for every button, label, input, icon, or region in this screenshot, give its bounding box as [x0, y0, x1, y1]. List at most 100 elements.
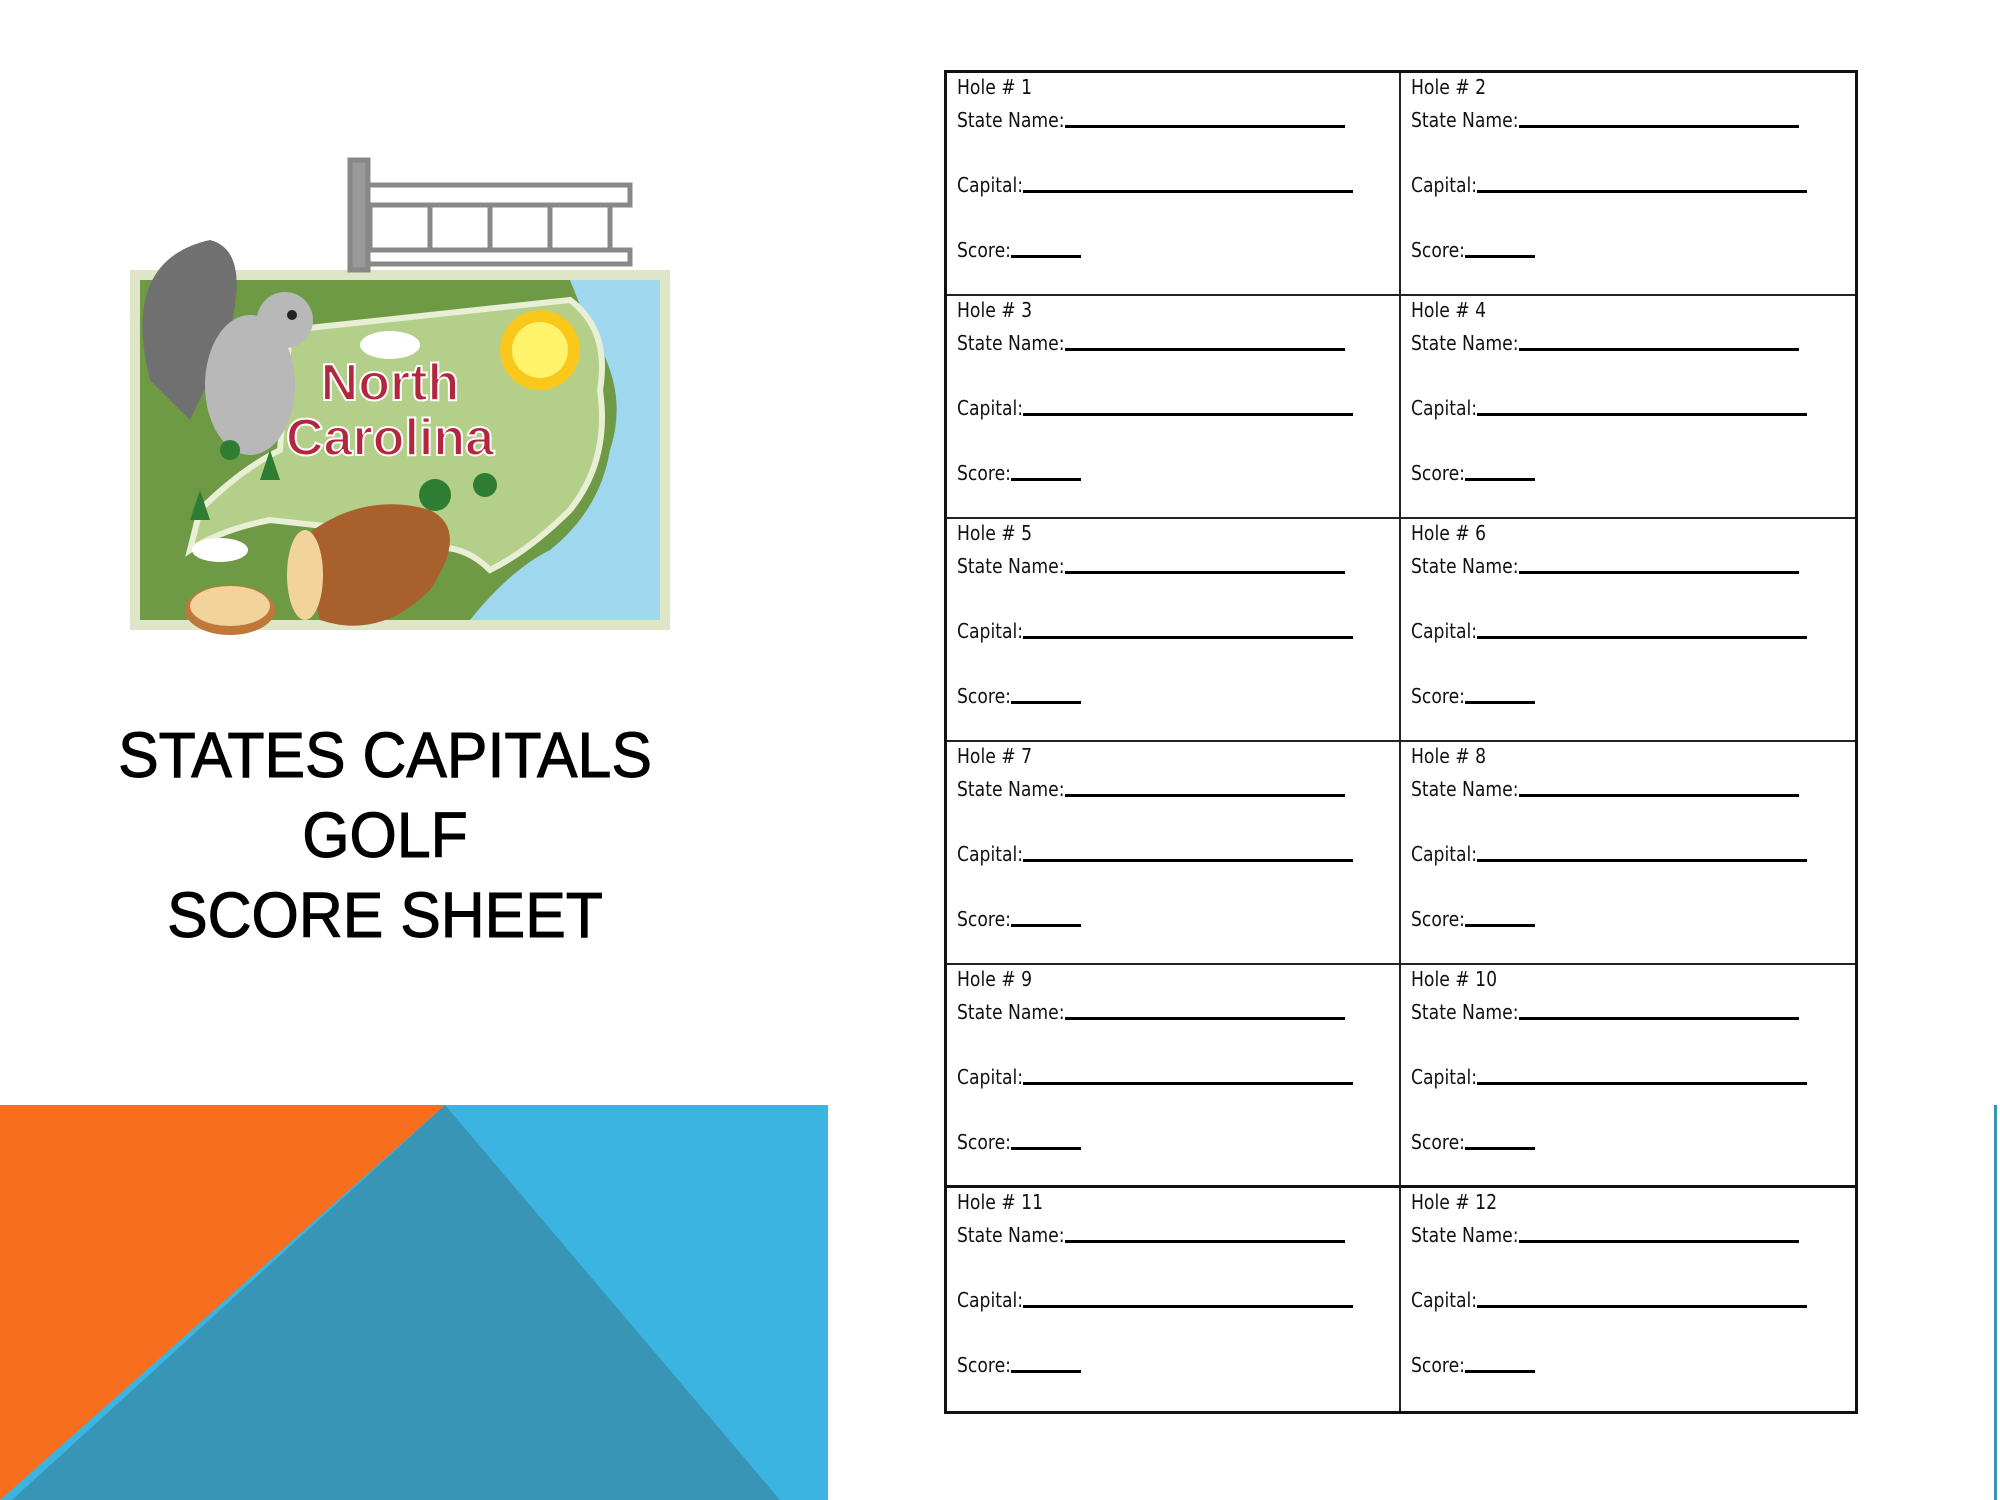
state-name-label: State Name: [957, 331, 1065, 355]
score-label: Score: [1411, 1353, 1465, 1377]
score-blank[interactable] [1010, 701, 1081, 704]
score-blank[interactable] [1464, 701, 1535, 704]
state-name-blank[interactable] [1518, 1017, 1799, 1020]
capital-label: Capital: [957, 619, 1024, 643]
score-blank[interactable] [1010, 478, 1081, 481]
capital-row: Capital: [957, 1288, 1353, 1312]
score-row: Score: [957, 1130, 1081, 1154]
state-name-label: State Name: [957, 108, 1065, 132]
score-row: Score: [1411, 684, 1535, 708]
state-name-blank[interactable] [1518, 125, 1799, 128]
state-name-label: State Name: [1411, 554, 1519, 578]
hole-number-row: Hole # 1 [957, 75, 1032, 99]
state-name-blank[interactable] [1064, 1017, 1345, 1020]
capital-label: Capital: [1411, 842, 1478, 866]
capital-blank[interactable] [1023, 1082, 1353, 1085]
page-title: STATES CAPITALS GOLF SCORE SHEET [60, 715, 710, 955]
hole-number-label: Hole # 1 [957, 75, 1033, 99]
score-blank[interactable] [1010, 924, 1081, 927]
score-row: Score: [957, 238, 1081, 262]
state-name-blank[interactable] [1518, 794, 1799, 797]
score-row: Score: [957, 1353, 1081, 1377]
hole-cell: Hole # 4 State Name: Capital: Score: [1401, 296, 1855, 519]
score-blank[interactable] [1010, 1147, 1081, 1150]
score-label: Score: [1411, 1130, 1465, 1154]
capital-blank[interactable] [1023, 413, 1353, 416]
state-name-label: State Name: [957, 554, 1065, 578]
hole-number-row: Hole # 2 [1411, 75, 1486, 99]
hole-cell: Hole # 10 State Name: Capital: Score: [1401, 965, 1855, 1188]
state-name-label: State Name: [957, 1000, 1065, 1024]
score-blank[interactable] [1464, 1370, 1535, 1373]
capital-blank[interactable] [1023, 636, 1353, 639]
capital-blank[interactable] [1477, 190, 1807, 193]
hole-number-label: Hole # 9 [957, 967, 1033, 991]
capital-row: Capital: [1411, 173, 1807, 197]
score-blank[interactable] [1464, 478, 1535, 481]
score-blank[interactable] [1464, 1147, 1535, 1150]
state-name-blank[interactable] [1064, 1240, 1345, 1243]
score-label: Score: [957, 907, 1011, 931]
capital-label: Capital: [957, 173, 1024, 197]
score-blank[interactable] [1010, 1370, 1081, 1373]
hole-cell: Hole # 11 State Name: Capital: Score: [947, 1188, 1401, 1411]
state-name-blank[interactable] [1518, 348, 1799, 351]
state-name-label: State Name: [1411, 1223, 1519, 1247]
state-name-row: State Name: [957, 554, 1345, 578]
state-name-row: State Name: [1411, 777, 1799, 801]
squirrel [142, 240, 313, 455]
score-label: Score: [1411, 684, 1465, 708]
state-name-blank[interactable] [1518, 1240, 1799, 1243]
state-name-blank[interactable] [1064, 125, 1345, 128]
north-carolina-illustration: North Carolina [130, 157, 670, 635]
score-row: Score: [1411, 907, 1535, 931]
state-name-row: State Name: [1411, 1223, 1799, 1247]
state-name-row: State Name: [1411, 1000, 1799, 1024]
capital-label: Capital: [1411, 173, 1478, 197]
hole-number-row: Hole # 12 [1411, 1190, 1497, 1214]
score-row: Score: [1411, 238, 1535, 262]
state-name-row: State Name: [957, 777, 1345, 801]
capital-blank[interactable] [1477, 636, 1807, 639]
capital-blank[interactable] [1477, 413, 1807, 416]
state-name-blank[interactable] [1518, 571, 1799, 574]
state-name-label: State Name: [1411, 1000, 1519, 1024]
capital-blank[interactable] [1477, 1082, 1807, 1085]
capital-blank[interactable] [1477, 1305, 1807, 1308]
capital-label: Capital: [1411, 619, 1478, 643]
hole-cell: Hole # 5 State Name: Capital: Score: [947, 519, 1401, 742]
score-blank[interactable] [1464, 924, 1535, 927]
capital-blank[interactable] [1023, 1305, 1353, 1308]
hole-number-label: Hole # 2 [1411, 75, 1487, 99]
capital-blank[interactable] [1477, 859, 1807, 862]
edge-accent [1994, 1105, 1997, 1500]
logo-text-carolina: Carolina [286, 409, 495, 467]
state-name-label: State Name: [1411, 108, 1519, 132]
state-name-row: State Name: [1411, 108, 1799, 132]
state-name-blank[interactable] [1064, 794, 1345, 797]
capital-blank[interactable] [1023, 859, 1353, 862]
hole-number-label: Hole # 12 [1411, 1190, 1498, 1214]
score-row: Score: [1411, 461, 1535, 485]
capital-label: Capital: [1411, 396, 1478, 420]
score-label: Score: [957, 461, 1011, 485]
state-name-blank[interactable] [1064, 348, 1345, 351]
hole-number-row: Hole # 10 [1411, 967, 1497, 991]
logo-text-north: North [321, 354, 460, 412]
hole-number-label: Hole # 5 [957, 521, 1033, 545]
hole-number-row: Hole # 3 [957, 298, 1032, 322]
score-label: Score: [957, 1353, 1011, 1377]
score-sheet-table: Hole # 1 State Name: Capital: Score: Hole # … [944, 70, 1858, 1414]
capital-row: Capital: [1411, 396, 1807, 420]
state-name-label: State Name: [957, 1223, 1065, 1247]
capital-row: Capital: [1411, 619, 1807, 643]
hole-number-label: Hole # 8 [1411, 744, 1487, 768]
score-blank[interactable] [1010, 255, 1081, 258]
score-row: Score: [957, 907, 1081, 931]
capital-blank[interactable] [1023, 190, 1353, 193]
capital-row: Capital: [957, 842, 1353, 866]
score-label: Score: [957, 684, 1011, 708]
capital-row: Capital: [957, 619, 1353, 643]
state-name-blank[interactable] [1064, 571, 1345, 574]
score-blank[interactable] [1464, 255, 1535, 258]
